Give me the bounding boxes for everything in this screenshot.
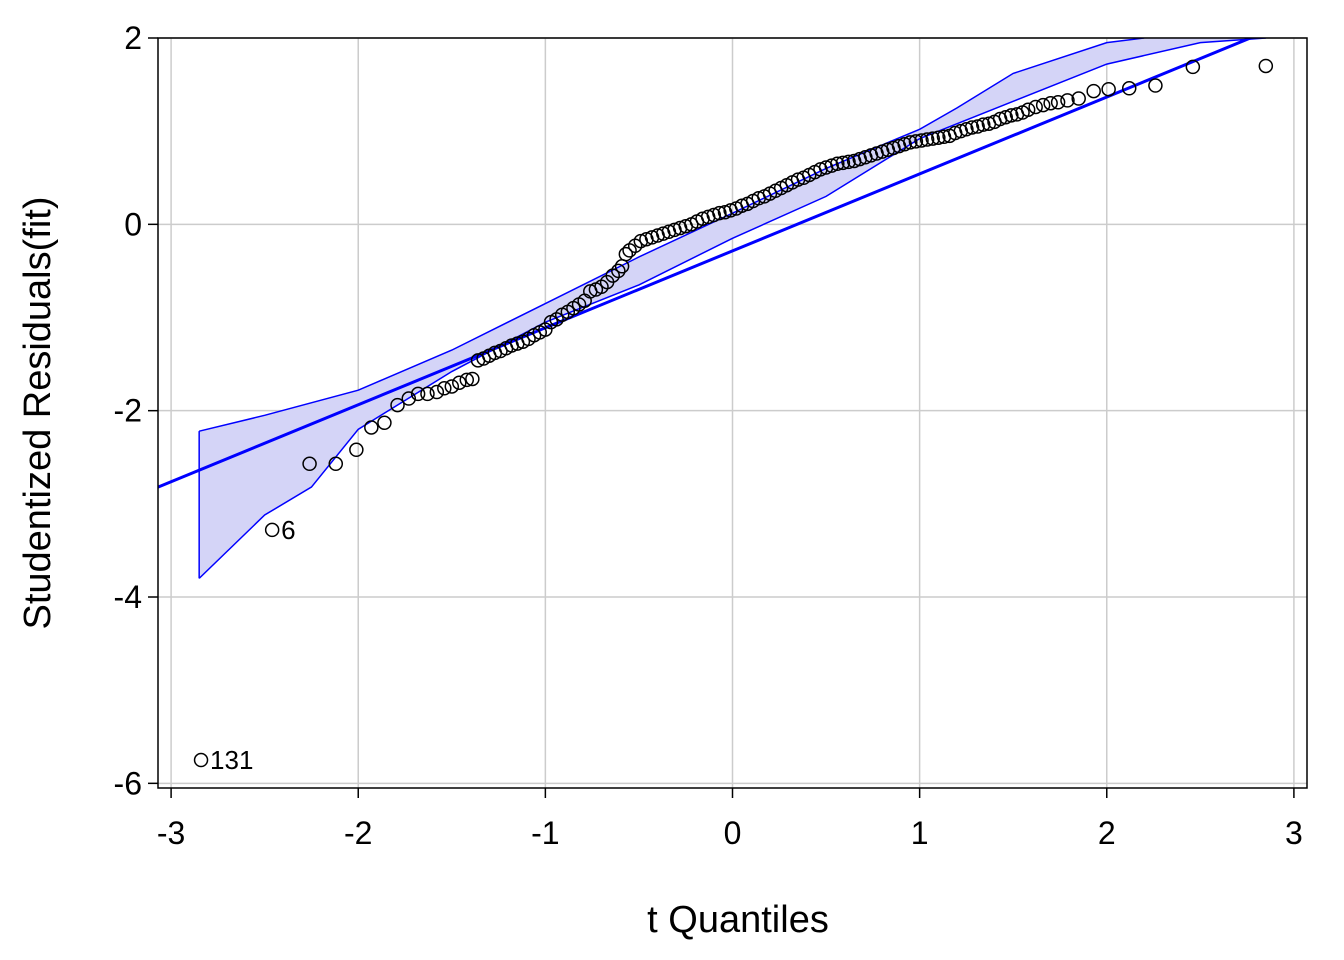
data-point [959,122,974,137]
point-label: 6 [281,515,295,545]
data-point [1086,83,1101,99]
data-point [1020,102,1036,117]
x-tick-label: -2 [344,815,372,851]
data-point [459,372,475,388]
y-tick-label: -2 [114,393,142,429]
data-point [712,205,727,221]
x-tick-label: 1 [911,815,929,851]
data-point [1121,81,1137,96]
data-point [452,375,467,390]
x-tick-label: 3 [1285,815,1303,851]
y-tick-label: 0 [124,206,142,242]
data-point [835,155,851,171]
x-tick-label: -1 [531,815,559,851]
data-point [1050,95,1066,110]
point-label: 131 [210,745,253,775]
axes: -3 -2 -1 0 1 2 3 -6 -4 -2 0 2 [114,20,1303,851]
data-point [618,246,634,262]
data-point [302,456,317,472]
data-point [611,263,626,279]
data-point [1060,93,1075,108]
data-point [410,386,426,402]
data-point [193,752,209,768]
data-point [538,322,553,337]
y-tick-label: -6 [114,765,142,801]
data-point [1071,91,1086,106]
data-point [622,243,637,258]
data-point [1004,108,1019,123]
data-point [420,386,435,402]
data-point [1185,59,1201,75]
x-tick-label: 0 [724,815,742,851]
qq-reference-line [158,38,1255,489]
x-tick-label: 2 [1098,815,1116,851]
data-point [401,391,417,406]
data-point [1035,97,1051,113]
y-axis-title: Studentized Residuals(fit) [17,197,59,630]
band-lower-line [198,38,1266,579]
y-tick-label: 2 [124,20,142,56]
reference-line [158,38,1255,489]
data-point [465,371,480,387]
data-points: 131 6 [193,58,1274,775]
data-point [390,397,405,413]
data-point [437,381,452,396]
data-point [903,135,918,150]
x-axis-title: t Quantiles [647,899,829,941]
data-point [1148,78,1163,93]
data-point [976,117,991,132]
data-point [264,522,280,538]
data-point [706,207,722,223]
y-tick-label: -4 [114,579,142,615]
data-point [970,119,985,134]
data-point [964,120,980,135]
data-point [328,456,344,472]
data-point [830,156,845,172]
data-point [349,442,364,458]
data-point [908,134,924,149]
data-point [1043,95,1058,111]
data-point [897,136,912,152]
data-point [998,109,1013,125]
data-point [1258,58,1274,74]
data-point [931,130,946,145]
data-point [1028,99,1043,115]
data-point [444,379,460,394]
data-point [841,154,856,170]
data-point [919,132,935,147]
data-point [925,131,940,146]
data-point [914,133,929,148]
data-point [1101,81,1116,97]
data-point [429,384,445,400]
data-point [824,158,839,173]
data-point [364,420,379,435]
data-point [377,415,392,431]
x-tick-label: -3 [157,815,185,851]
